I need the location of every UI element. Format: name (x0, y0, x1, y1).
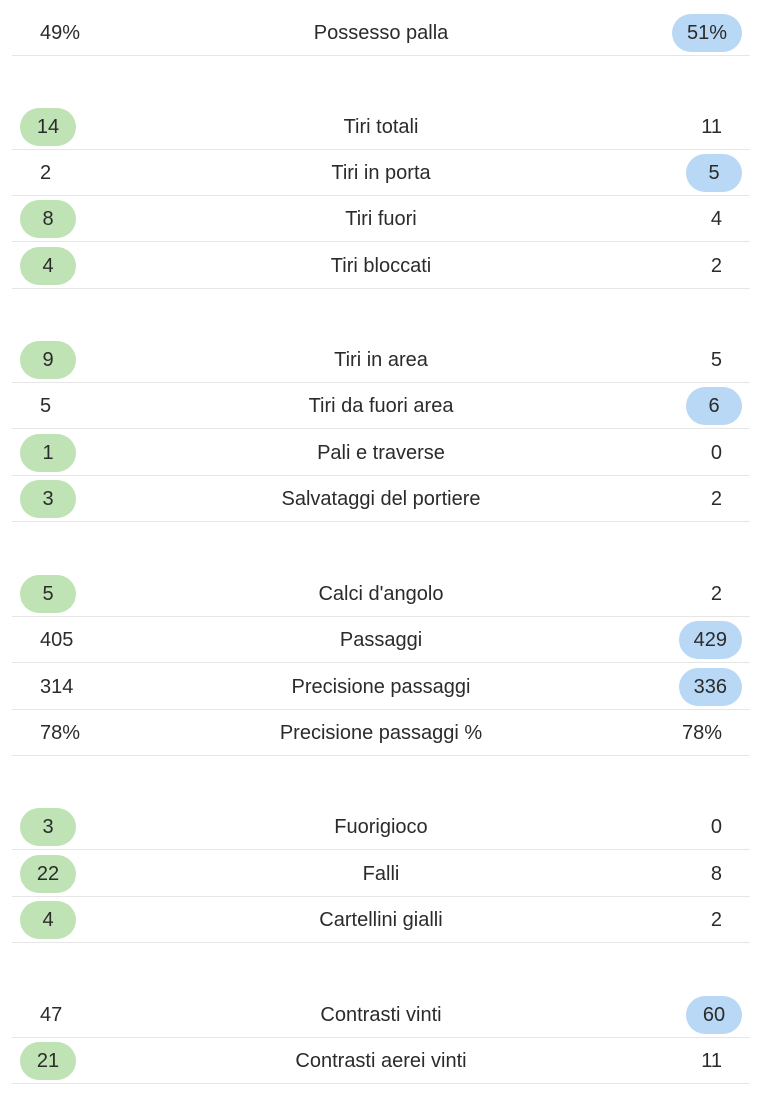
away-value: 6 (686, 386, 742, 425)
home-value: 78% (40, 721, 81, 744)
home-value: 21 (20, 1041, 76, 1080)
stat-label: Tiri in porta (331, 161, 431, 184)
stat-row-tiri-bloccati: Tiri bloccati 4 2 (12, 243, 750, 289)
home-value: 8 (20, 199, 76, 238)
away-value: 11 (701, 1049, 722, 1072)
stat-row-tiri-totali: Tiri totali 14 11 (12, 104, 750, 150)
home-value: 47 (40, 1003, 63, 1026)
stat-label: Passaggi (339, 628, 423, 651)
stat-label: Calci d'angolo (318, 582, 444, 605)
stat-row-possesso-palla: Possesso palla 49% 51% (12, 10, 750, 56)
away-value: 2 (710, 582, 722, 605)
stat-row-pali-e-traverse: Pali e traverse 1 0 (12, 430, 750, 476)
away-value: 0 (710, 441, 722, 464)
home-value: 5 (20, 574, 76, 613)
stat-row-tiri-da-fuori-area: Tiri da fuori area 5 6 (12, 383, 750, 429)
stat-row-precisione-passaggi: Precisione passaggi 314 336 (12, 664, 750, 710)
away-value: 2 (710, 908, 722, 931)
home-value: 14 (20, 107, 76, 146)
stat-label: Tiri totali (343, 115, 419, 138)
stat-label: Salvataggi del portiere (281, 487, 481, 510)
away-value: 2 (710, 254, 722, 277)
stat-label: Tiri da fuori area (308, 394, 454, 417)
stat-label: Contrasti vinti (320, 1003, 442, 1026)
stat-label: Precisione passaggi (291, 675, 471, 698)
away-value: 11 (701, 115, 722, 138)
home-value: 3 (20, 807, 76, 846)
stat-label: Cartellini gialli (319, 908, 443, 931)
away-value: 429 (678, 620, 742, 659)
away-value: 60 (686, 995, 742, 1034)
home-value: 405 (40, 628, 74, 651)
stat-row-passaggi: Passaggi 405 429 (12, 617, 750, 663)
stat-label: Tiri fuori (345, 207, 417, 230)
stat-row-calci-d-angolo: Calci d'angolo 5 2 (12, 571, 750, 617)
away-value: 4 (710, 207, 722, 230)
stat-label: Pali e traverse (317, 441, 445, 464)
home-value: 1 (20, 433, 76, 472)
away-value: 2 (710, 487, 722, 510)
stat-row-salvataggi-del-portiere: Salvataggi del portiere 3 2 (12, 476, 750, 522)
stat-label: Tiri in area (334, 348, 428, 371)
home-value: 9 (20, 340, 76, 379)
stat-label: Tiri bloccati (330, 254, 432, 277)
stat-label: Fuorigioco (334, 815, 428, 838)
stat-label: Contrasti aerei vinti (295, 1049, 467, 1072)
stat-row-contrasti-vinti: Contrasti vinti 47 60 (12, 992, 750, 1038)
away-value: 336 (678, 667, 742, 706)
stat-label: Falli (362, 862, 400, 885)
stat-row-fuorigioco: Fuorigioco 3 0 (12, 804, 750, 850)
home-value: 3 (20, 479, 76, 518)
away-value: 5 (710, 348, 722, 371)
away-value: 0 (710, 815, 722, 838)
stat-row-tiri-in-area: Tiri in area 9 5 (12, 337, 750, 383)
stat-label: Precisione passaggi % (279, 721, 483, 744)
away-value: 78% (681, 721, 722, 744)
stat-row-tiri-fuori: Tiri fuori 8 4 (12, 196, 750, 242)
home-value: 4 (20, 246, 76, 285)
away-value: 5 (686, 153, 742, 192)
stat-row-falli: Falli 22 8 (12, 851, 750, 897)
home-value: 49% (40, 21, 81, 44)
away-value: 51% (671, 13, 742, 52)
stat-row-precisione-passaggi-percent: Precisione passaggi % 78% 78% (12, 710, 750, 756)
home-value: 4 (20, 900, 76, 939)
stat-row-tiri-in-porta: Tiri in porta 2 5 (12, 150, 750, 196)
stat-row-contrasti-aerei-vinti: Contrasti aerei vinti 21 11 (12, 1038, 750, 1084)
home-value: 22 (20, 854, 76, 893)
home-value: 2 (40, 161, 52, 184)
stat-label: Possesso palla (313, 21, 449, 44)
home-value: 5 (40, 394, 52, 417)
away-value: 8 (710, 862, 722, 885)
home-value: 314 (40, 675, 74, 698)
stat-row-cartellini-gialli: Cartellini gialli 4 2 (12, 897, 750, 943)
